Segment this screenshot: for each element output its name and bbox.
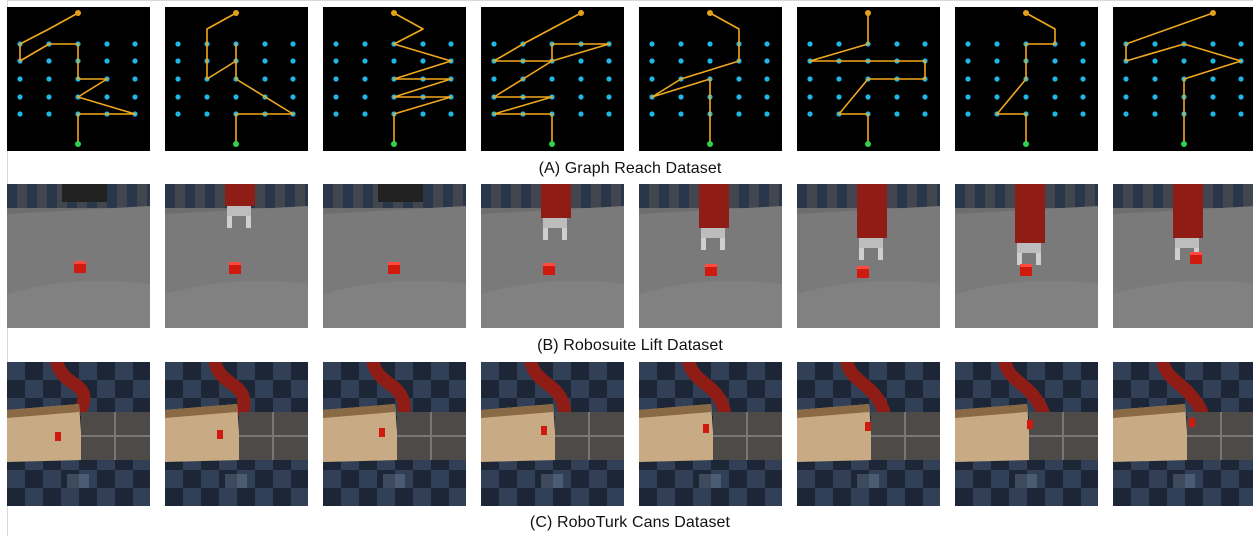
roboturk-cans-frame	[323, 362, 466, 506]
graph-reach-frame	[7, 7, 150, 151]
graph-reach-frame	[481, 7, 624, 151]
row-roboturk-cans	[7, 362, 1253, 506]
roboturk-cans-frame	[797, 362, 940, 506]
robosuite-lift-frame	[639, 184, 782, 328]
robosuite-lift-frame	[797, 184, 940, 328]
robosuite-lift-frame	[1113, 184, 1253, 328]
row-robosuite-lift	[7, 184, 1253, 328]
robosuite-lift-frame	[7, 184, 150, 328]
robosuite-lift-frame	[481, 184, 624, 328]
caption-roboturk-cans: (C) RoboTurk Cans Dataset	[529, 514, 731, 531]
roboturk-cans-frame	[955, 362, 1098, 506]
roboturk-cans-frame	[639, 362, 782, 506]
graph-reach-frame	[165, 7, 308, 151]
roboturk-cans-thumbnails	[7, 362, 1253, 506]
roboturk-cans-frame	[7, 362, 150, 506]
graph-reach-frame	[797, 7, 940, 151]
caption-robosuite-lift: (B) Robosuite Lift Dataset	[537, 337, 723, 354]
row-graph-reach	[7, 7, 1253, 151]
roboturk-cans-frame	[165, 362, 308, 506]
roboturk-cans-frame	[481, 362, 624, 506]
robosuite-lift-thumbnails	[7, 184, 1253, 328]
graph-reach-thumbnails	[7, 7, 1253, 151]
graph-reach-frame	[955, 7, 1098, 151]
graph-reach-frame	[1113, 7, 1253, 151]
graph-reach-frame	[639, 7, 782, 151]
roboturk-cans-frame	[1113, 362, 1253, 506]
caption-graph-reach: (A) Graph Reach Dataset	[538, 160, 722, 177]
robosuite-lift-frame	[165, 184, 308, 328]
robosuite-lift-frame	[323, 184, 466, 328]
graph-reach-frame	[323, 7, 466, 151]
robosuite-lift-frame	[955, 184, 1098, 328]
